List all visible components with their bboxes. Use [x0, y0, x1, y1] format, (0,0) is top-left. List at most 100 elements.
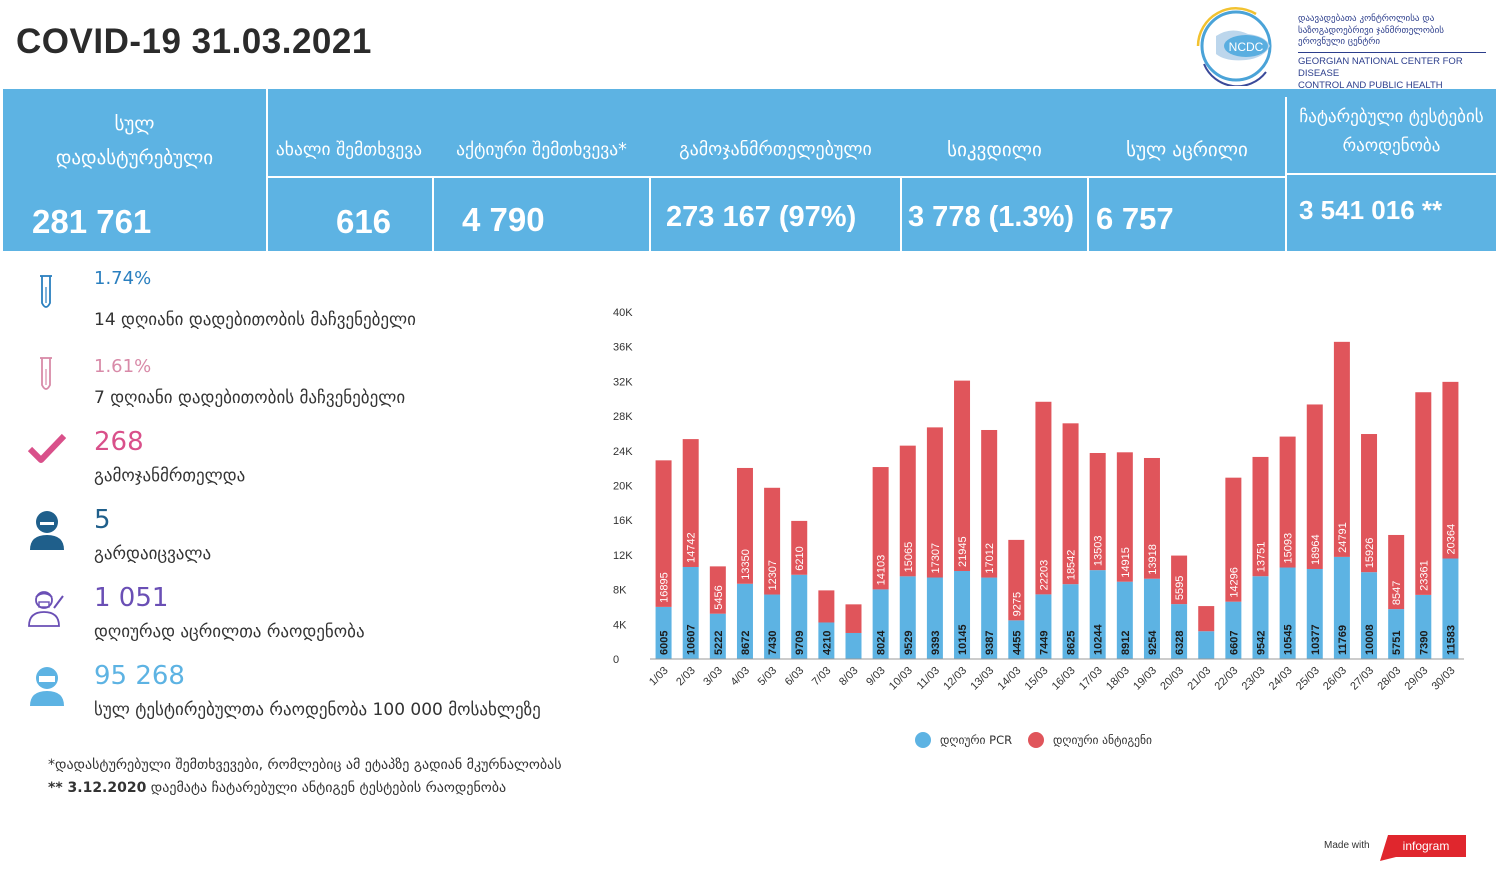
x-tick-label: 7/03: [810, 665, 834, 689]
bar-antigen: [1008, 539, 1025, 621]
data-label-antigen: 23361: [1418, 560, 1430, 591]
bar-antigen: [1442, 381, 1459, 559]
x-tick-label: 24/03: [1267, 665, 1295, 693]
data-label-antigen: 24791: [1337, 522, 1349, 553]
bar-pcr: [1361, 572, 1378, 659]
x-tick-label: 15/03: [1023, 665, 1051, 693]
legend-label-pcr: დღიური PCR: [940, 733, 1012, 747]
legend-swatch-pcr: [915, 732, 931, 748]
ncdc-logo: NCDC დაავადებათა კონტროლისა და საზოგადოებ…: [1186, 6, 1486, 91]
bar-pcr: [845, 632, 862, 659]
bar-pcr: [1388, 609, 1405, 659]
bar-antigen: [1116, 452, 1133, 582]
bar-antigen: [899, 445, 916, 577]
bar-pcr: [1089, 570, 1106, 659]
data-label-pcr: 8672: [740, 631, 752, 655]
bar-pcr: [1442, 558, 1459, 659]
data-label-pcr: 8024: [876, 630, 888, 655]
x-tick-label: 4/03: [728, 665, 752, 689]
total-confirmed-value: 281 761: [32, 203, 152, 240]
x-tick-label: 28/03: [1375, 665, 1403, 693]
data-label-pcr: 10377: [1310, 624, 1322, 655]
data-label-pcr: 9542: [1256, 631, 1268, 655]
data-label-antigen: 20364: [1445, 524, 1457, 555]
data-label-antigen: 22203: [1038, 560, 1050, 591]
x-tick-label: 16/03: [1050, 665, 1078, 693]
bar-antigen: [764, 487, 781, 595]
footnote-active: *დადასტურებული შემთხვევები, რომლებიც ამ …: [48, 757, 562, 773]
data-label-antigen: 13918: [1147, 544, 1159, 575]
ncdc-globe-icon: NCDC: [1196, 7, 1272, 86]
x-tick-label: 25/03: [1294, 665, 1322, 693]
bar-antigen: [1361, 434, 1378, 573]
data-label-antigen: 21945: [957, 536, 969, 567]
total-confirmed-label: სულ დადასტურებული: [55, 113, 214, 169]
data-label-pcr: 6328: [1174, 631, 1186, 655]
y-tick-label: 16K: [613, 515, 633, 527]
bar-antigen: [655, 460, 672, 607]
bar-pcr: [1062, 584, 1079, 659]
recovered-value: 273 167 (97%): [666, 201, 857, 233]
legend-label-antigen: დღიური ანტიგენი: [1053, 733, 1152, 747]
data-label-antigen: 8547: [1391, 581, 1403, 605]
data-label-pcr: 7430: [767, 631, 779, 655]
new-cases-label: ახალი შემთხვევა: [275, 140, 423, 160]
x-tick-label: 26/03: [1321, 665, 1349, 693]
x-tick-label: 9/03: [864, 665, 888, 689]
x-tick-label: 20/03: [1158, 665, 1186, 693]
x-tick-label: 13/03: [968, 665, 996, 693]
data-label-antigen: 18964: [1310, 534, 1322, 565]
summary-banner: სულ დადასტურებული 281 761 ახალი შემთხვევა…: [3, 89, 1496, 251]
active-cases-value: 4 790: [462, 201, 545, 238]
data-label-pcr: 9254: [1147, 630, 1159, 655]
daily-tests-chart: 0 4K 8K 12K 16K 20K 24K 28K 32K 36K 40K 6005 16895 1/…: [613, 307, 1464, 748]
data-label-antigen: 15093: [1283, 533, 1295, 564]
data-label-pcr: 7449: [1038, 631, 1050, 655]
person-icon: [30, 511, 64, 550]
bar-antigen: [791, 520, 808, 575]
data-label-pcr: 5222: [713, 631, 725, 655]
bar-pcr: [1171, 604, 1188, 659]
data-label-pcr: 10607: [686, 624, 698, 655]
x-tick-label: 27/03: [1348, 665, 1376, 693]
bar-antigen: [1143, 457, 1160, 579]
bar-antigen: [736, 467, 753, 584]
data-label-pcr: 11583: [1445, 625, 1457, 655]
x-tick-label: 18/03: [1104, 665, 1132, 693]
bar-pcr: [1008, 620, 1025, 659]
bar-antigen: [1279, 436, 1296, 568]
bar-antigen: [926, 427, 943, 578]
bar-antigen: [709, 566, 726, 614]
bar-antigen: [1198, 606, 1215, 632]
test-tube-icon: [40, 357, 52, 390]
bar-pcr: [1415, 594, 1432, 659]
x-tick-label: 30/03: [1430, 665, 1458, 693]
bar-pcr: [1198, 631, 1215, 659]
bar-antigen: [1225, 477, 1242, 602]
data-label-antigen: 13503: [1093, 536, 1105, 567]
data-label-antigen: 13350: [740, 549, 752, 580]
x-tick-label: 21/03: [1185, 665, 1213, 693]
x-tick-label: 10/03: [887, 665, 915, 693]
data-label-pcr: 10008: [1364, 624, 1376, 655]
logo-name-en: GEORGIAN NATIONAL CENTER FOR DISEASE CONT…: [1298, 56, 1463, 91]
data-label-antigen: 16895: [659, 572, 671, 603]
bar-pcr: [709, 613, 726, 659]
data-label-pcr: 8625: [1066, 631, 1078, 655]
y-tick-label: 12K: [613, 550, 633, 562]
bar-pcr: [764, 594, 781, 659]
data-label-pcr: 10545: [1283, 624, 1295, 655]
bar-pcr: [1225, 601, 1242, 659]
data-label-antigen: 12307: [767, 560, 779, 591]
bar-antigen: [872, 467, 889, 590]
bar-antigen: [954, 380, 971, 571]
infogram-badge[interactable]: infogram: [1380, 835, 1466, 861]
checkmark-icon: [28, 433, 66, 463]
data-label-pcr: 9709: [794, 631, 806, 655]
recovered-label: გამოჯანმრთელებული: [679, 139, 872, 160]
bar-pcr: [791, 574, 808, 659]
bar-antigen: [1415, 392, 1432, 595]
x-tick-label: 2/03: [674, 665, 698, 689]
bar-pcr: [1279, 567, 1296, 659]
x-tick-label: 1/03: [647, 665, 671, 689]
